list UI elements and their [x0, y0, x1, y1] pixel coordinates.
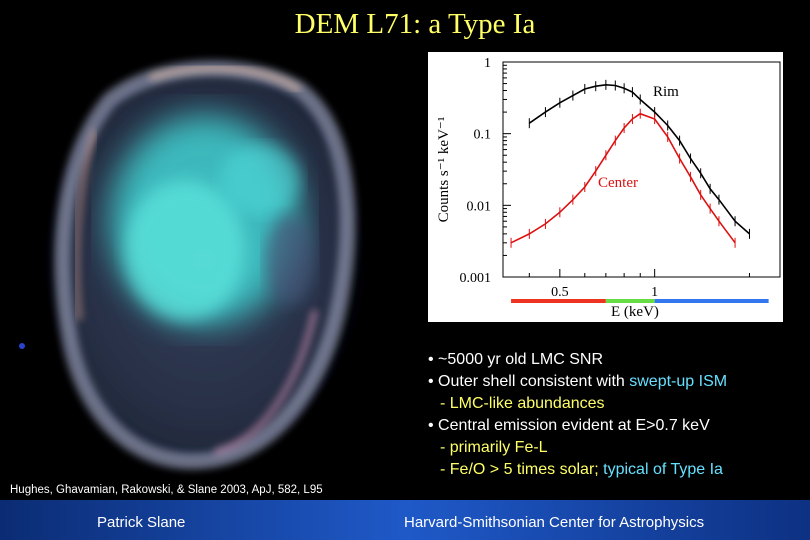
slide-title: DEM L71: a Type Ia [294, 8, 536, 40]
footer-author: Patrick Slane [97, 514, 186, 531]
rim-label: Rim [653, 84, 679, 100]
sub-bullet-fe-o: - Fe/O > 5 times solar; typical of Type … [428, 459, 808, 481]
center-label: Center [598, 175, 638, 191]
y-tick-label: 0.01 [467, 199, 492, 214]
rim-spectrum-line [528, 83, 751, 235]
bullet-age: • ~5000 yr old LMC SNR [428, 351, 604, 368]
x-axis-label: E (keV) [611, 304, 659, 320]
snr-xray-image [19, 45, 375, 475]
bullet-outer-shell: • Outer shell consistent with swept-up I… [428, 371, 808, 393]
bullet-list: • ~5000 yr old LMC SNR • Outer shell con… [428, 349, 808, 481]
y-tick-label: 0.1 [474, 128, 492, 143]
y-tick-label: 0.001 [460, 271, 492, 286]
x-tick-label: 0.5 [551, 285, 569, 300]
y-axis-label: Counts s⁻¹ keV⁻¹ [436, 117, 452, 223]
type-ia-highlight: typical of Type Ia [603, 461, 723, 478]
energy-band-2 [605, 299, 655, 303]
sub-bullet-abundances: - LMC-like abundances [440, 395, 605, 412]
footer-institution: Harvard-Smithsonian Center for Astrophys… [404, 514, 705, 531]
sub-bullet-fe-l: - primarily Fe-L [440, 439, 548, 456]
swept-up-ism-highlight: swept-up ISM [629, 373, 728, 390]
energy-band-3 [654, 299, 769, 303]
bullet-outer-shell-text: • Outer shell consistent with [428, 373, 630, 390]
spectrum-svg: 1 0.1 0.01 0.001 0.5 1 Rim Center E (keV) Counts … [436, 56, 781, 320]
center-spectrum-line [510, 112, 736, 244]
spectrum-chart: 1 0.1 0.01 0.001 0.5 1 Rim Center E (keV) Counts … [428, 52, 783, 322]
y-tick-label: 1 [484, 56, 491, 71]
plot-frame [502, 61, 781, 278]
fe-o-text: - Fe/O > 5 times solar; [440, 461, 604, 478]
bullet-central-emission: • Central emission evident at E>0.7 keV [428, 417, 710, 434]
x-tick-label: 1 [651, 285, 658, 300]
energy-band-1 [511, 299, 606, 303]
footer-bar: Patrick Slane Harvard-Smithsonian Center… [0, 500, 810, 540]
citation: Hughes, Ghavamian, Rakowski, & Slane 200… [10, 484, 323, 496]
